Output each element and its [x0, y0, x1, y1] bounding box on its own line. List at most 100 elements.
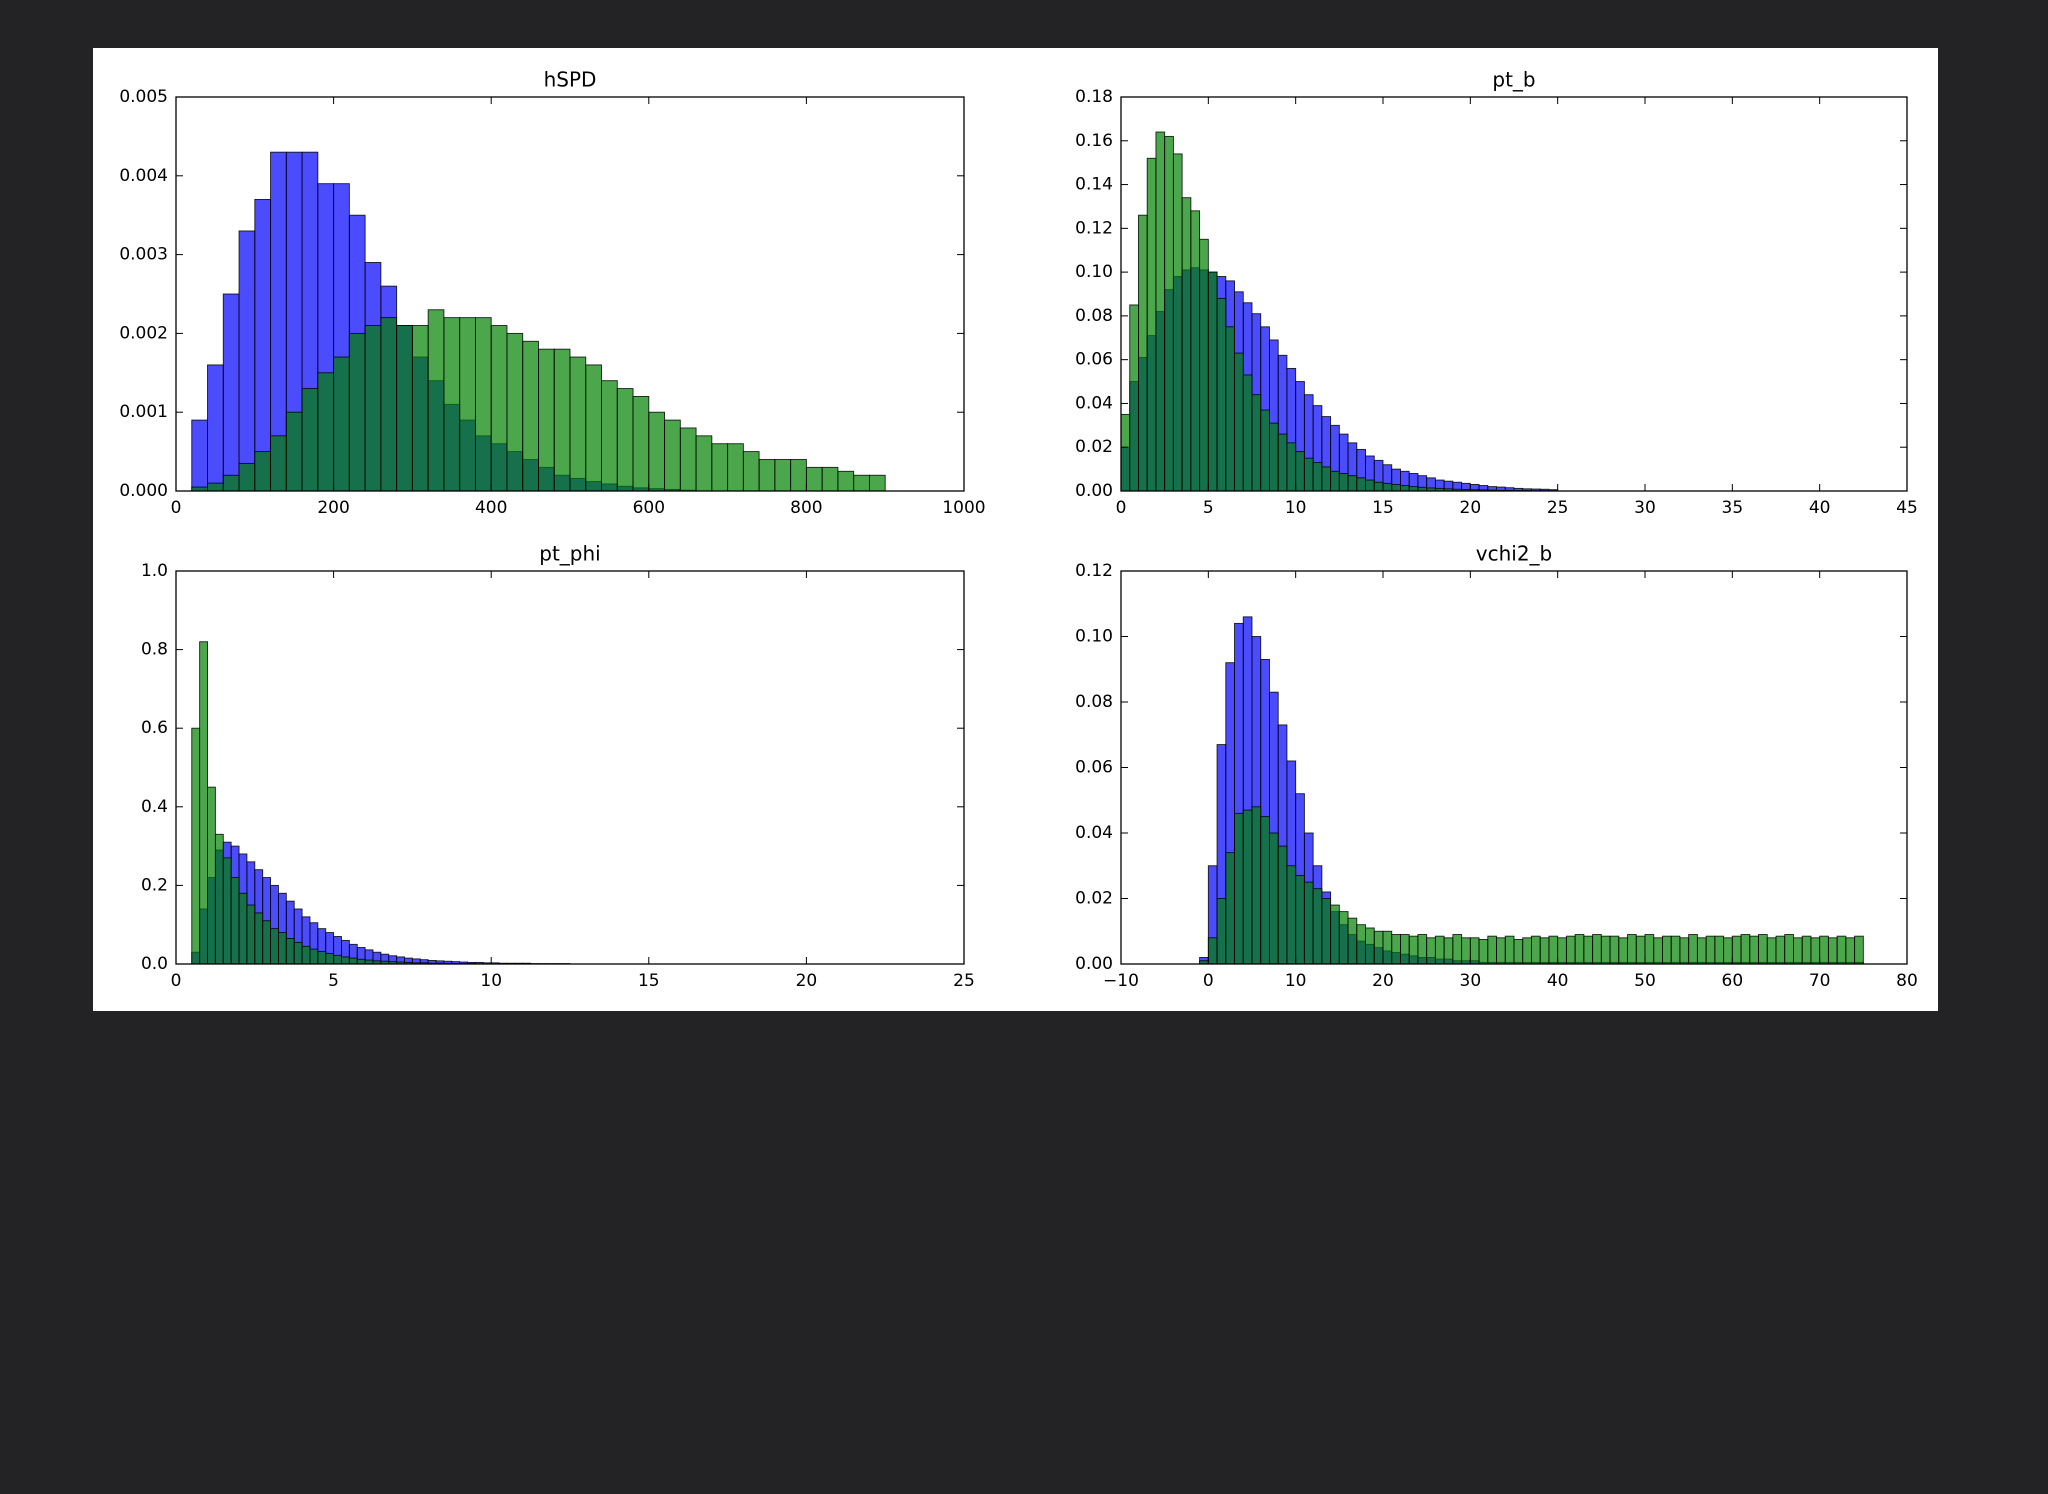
x-tick-label: 20 [796, 971, 818, 991]
x-tick-label: 45 [1896, 498, 1918, 518]
x-tick-label: 600 [633, 498, 665, 518]
histogram-bar [356, 958, 366, 965]
histogram-bar [695, 435, 713, 492]
y-tick-label: 0.0 [141, 954, 168, 974]
histogram-bar [270, 928, 279, 965]
histogram-bar [1286, 865, 1297, 965]
plot-area [176, 571, 964, 964]
histogram-bar [1269, 832, 1279, 965]
histogram-bar [199, 641, 208, 965]
histogram-bar [1234, 352, 1244, 492]
histogram-bar [1408, 486, 1419, 492]
histogram-bar [277, 932, 287, 965]
histogram-bar [285, 411, 303, 492]
histogram-bar [1731, 935, 1742, 965]
x-tick-label: 0 [1116, 498, 1127, 518]
y-tick-label: 0.003 [119, 245, 168, 265]
histogram-bar [270, 435, 287, 492]
histogram-bar [1854, 935, 1864, 965]
histogram-bar [1155, 131, 1166, 492]
axes-frame [1120, 96, 1908, 492]
histogram-bar [1312, 462, 1323, 492]
y-tick-label: 0.18 [1075, 87, 1113, 107]
histogram-bar [1592, 934, 1602, 965]
y-tick-label: 0.12 [1075, 218, 1113, 238]
histogram-bar [333, 356, 350, 492]
histogram-bar [1216, 297, 1227, 492]
x-tick-label: 0 [171, 971, 182, 991]
y-tick-label: 0.000 [119, 481, 168, 501]
histogram-bar [1225, 326, 1235, 492]
histogram-bar [348, 957, 358, 965]
histogram-bar [191, 727, 201, 965]
histogram-bar [222, 293, 240, 492]
y-tick-label: 0.04 [1075, 393, 1113, 413]
histogram-bar [1242, 809, 1253, 965]
x-tick-label: 35 [1722, 498, 1744, 518]
histogram-bar [1461, 937, 1471, 965]
histogram-bar [1740, 934, 1751, 965]
histogram-bar [1138, 214, 1148, 492]
y-tick-label: 0.04 [1075, 823, 1113, 843]
x-tick-label: 800 [790, 498, 822, 518]
histogram-bar [1373, 481, 1384, 492]
y-tick-label: 0.10 [1075, 627, 1113, 647]
histogram-bar [1295, 875, 1305, 965]
y-tick-label: 0.02 [1075, 889, 1113, 909]
histogram-bar [632, 395, 650, 492]
chart-title: hSPD [544, 68, 597, 92]
histogram-bar [1251, 806, 1262, 965]
histogram-bar [254, 912, 264, 965]
histogram-bar [1679, 937, 1690, 965]
y-tick-label: 0.14 [1075, 175, 1113, 195]
histogram-bar [238, 462, 256, 492]
axes-frame [175, 96, 965, 492]
histogram-bar [230, 877, 240, 965]
histogram-bar [1635, 935, 1646, 965]
histogram-bar [1723, 937, 1733, 965]
histogram-bar [1391, 934, 1401, 965]
histogram-bar [207, 786, 216, 965]
histogram-bar [1496, 937, 1506, 965]
histogram-bar [1400, 934, 1410, 965]
histogram-bar [459, 317, 476, 492]
x-tick-label: 5 [328, 971, 339, 991]
x-tick-label: 40 [1809, 498, 1831, 518]
histogram-bar [1766, 937, 1777, 965]
y-tick-label: 0.16 [1075, 131, 1113, 151]
histogram-bar [285, 938, 295, 965]
x-tick-label: 30 [1634, 498, 1656, 518]
histogram-bar [1234, 812, 1244, 965]
histogram-bar [679, 427, 697, 492]
y-tick-label: 0.6 [141, 718, 168, 738]
y-tick-label: 0.005 [119, 87, 168, 107]
y-tick-label: 0.001 [119, 402, 168, 422]
histogram-bar [1557, 937, 1567, 965]
histogram-bar [1522, 937, 1532, 965]
y-tick-label: 0.06 [1075, 758, 1113, 778]
histogram-bar [1172, 153, 1183, 492]
histogram-bar [222, 857, 232, 965]
histogram-bar [664, 419, 681, 492]
histogram-bar [1373, 930, 1384, 965]
x-tick-label: 10 [480, 971, 502, 991]
histogram-bar [1513, 938, 1524, 965]
histogram-bar [1775, 935, 1786, 965]
histogram-bar [214, 833, 224, 965]
histogram-bar [1618, 937, 1628, 965]
histogram-bar [1758, 934, 1768, 965]
histogram-bar [1548, 935, 1559, 965]
histogram-bar [474, 317, 492, 492]
histogram-bar [1443, 937, 1454, 965]
histogram-bar [1260, 409, 1270, 492]
y-tick-label: 0.06 [1075, 350, 1113, 370]
x-tick-label: 50 [1634, 971, 1656, 991]
histogram-bar [1504, 935, 1515, 965]
histogram-bar [616, 388, 634, 492]
histogram-bar [317, 950, 327, 965]
histogram-bar [1784, 934, 1794, 965]
histogram-bar [1303, 457, 1314, 492]
histogram-bar [1845, 937, 1856, 965]
histogram-bar [1356, 477, 1366, 492]
histogram-bar [1801, 935, 1812, 965]
